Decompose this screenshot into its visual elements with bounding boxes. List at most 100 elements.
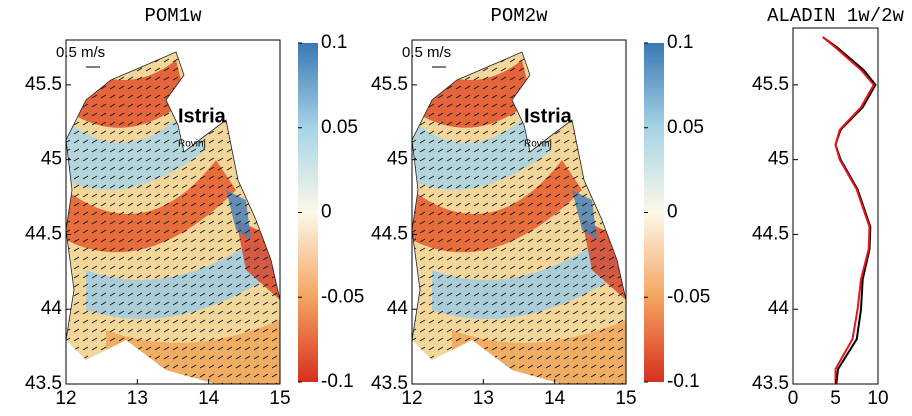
colorbar-tick-label: 0 (667, 202, 678, 223)
wind-arrow (262, 337, 269, 342)
wind-arrow (127, 211, 134, 216)
wind-arrow (500, 319, 507, 324)
wind-arrow (172, 76, 179, 81)
wind-arrow (419, 85, 426, 90)
wind-arrow (127, 202, 134, 207)
wind-arrow (545, 301, 552, 306)
wind-arrow (244, 52, 251, 54)
wind-arrow (617, 166, 624, 171)
wind-arrow (617, 85, 624, 90)
wind-arrow (590, 58, 597, 63)
wind-arrow (91, 67, 98, 72)
wind-arrow (253, 202, 260, 207)
wind-arrow (437, 337, 444, 342)
wind-arrow (509, 328, 516, 333)
wind-arrow (419, 292, 426, 297)
wind-arrow (581, 283, 588, 288)
wind-arrow (109, 265, 116, 270)
wind-arrow (455, 157, 462, 162)
wind-arrow (491, 112, 498, 117)
wind-arrow (181, 319, 188, 324)
sst-band (432, 240, 626, 319)
wind-arrow (527, 310, 534, 315)
wind-arrow (581, 67, 588, 72)
wind-arrow (163, 193, 170, 198)
wind-arrow (109, 319, 116, 324)
wind-arrow (464, 292, 471, 297)
wind-arrow (100, 301, 107, 306)
wind-arrow (590, 337, 597, 342)
wind-arrow (208, 175, 215, 180)
wind-arrow (518, 202, 525, 207)
wind-arrow (464, 364, 471, 369)
wind-arrow (545, 202, 552, 207)
wind-arrow (127, 52, 134, 54)
wind-arrow (518, 157, 525, 162)
wind-arrow (154, 148, 161, 153)
wind-arrow (536, 373, 543, 378)
wind-arrow (253, 346, 260, 351)
wind-arrow (572, 337, 579, 342)
wind-arrow (437, 328, 444, 333)
wind-arrow (145, 247, 152, 252)
wind-arrow (262, 202, 269, 207)
wind-arrow (608, 67, 615, 72)
wind-arrow (100, 112, 107, 117)
wind-arrow (482, 148, 489, 153)
wind-arrow (73, 76, 80, 81)
plot-frame (792, 27, 879, 385)
wind-arrow (509, 130, 516, 135)
wind-arrow (136, 292, 143, 297)
wind-arrow (500, 157, 507, 162)
wind-arrow (100, 166, 107, 171)
wind-arrow (226, 301, 233, 306)
wind-arrow (437, 310, 444, 315)
wind-arrow (190, 373, 197, 378)
wind-arrow (262, 76, 269, 81)
wind-arrow (127, 274, 134, 279)
wind-arrow (419, 103, 426, 108)
wind-arrow (482, 139, 489, 144)
wind-arrow (199, 364, 206, 369)
wind-arrow (235, 283, 242, 288)
wind-arrow (271, 337, 278, 342)
wind-arrow (491, 283, 498, 288)
wind-arrow (464, 256, 471, 261)
wind-arrow (118, 373, 125, 378)
wind-arrow (437, 202, 444, 207)
wind-arrow (226, 346, 233, 351)
wind-arrow (217, 139, 224, 144)
wind-arrow (91, 256, 98, 261)
wind-arrow (118, 52, 125, 54)
wind-arrow (437, 292, 444, 297)
wind-arrow (581, 76, 588, 81)
wind-arrow (190, 211, 197, 216)
wind-arrow (446, 301, 453, 306)
wind-arrow (572, 301, 579, 306)
wind-arrow (82, 319, 89, 324)
wind-arrow (473, 238, 480, 243)
wind-arrow (518, 328, 525, 333)
wind-arrow (271, 328, 278, 333)
wind-arrow (199, 85, 206, 90)
series-line (822, 36, 877, 385)
colorbar-tick-label: 0.1 (667, 32, 693, 53)
wind-arrow (100, 103, 107, 108)
wind-arrow (464, 157, 471, 162)
wind-arrow (599, 94, 606, 99)
wind-arrow (217, 94, 224, 99)
sst-band (412, 160, 582, 253)
wind-arrow (617, 94, 624, 99)
wind-arrow (226, 148, 233, 153)
wind-arrow (608, 274, 615, 279)
wind-arrow (181, 211, 188, 216)
wind-arrow (73, 301, 80, 306)
wind-arrow (464, 274, 471, 279)
wind-arrow (437, 193, 444, 198)
wind-arrow (563, 193, 570, 198)
wind-arrow (253, 58, 260, 63)
wind-arrow (446, 121, 453, 126)
wind-arrow (172, 220, 179, 225)
wind-arrow (118, 229, 125, 234)
wind-arrow (419, 274, 426, 279)
